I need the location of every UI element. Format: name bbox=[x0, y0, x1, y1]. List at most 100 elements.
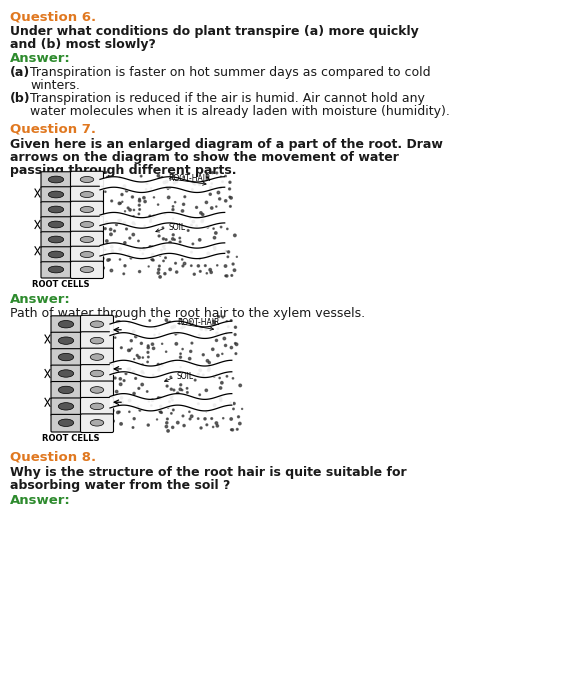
Point bbox=[121, 368, 130, 379]
Point bbox=[154, 359, 163, 370]
Point bbox=[137, 338, 146, 349]
Point bbox=[139, 368, 148, 379]
Point bbox=[185, 407, 194, 418]
Point bbox=[160, 177, 169, 188]
Point bbox=[115, 173, 124, 184]
FancyBboxPatch shape bbox=[41, 187, 71, 203]
Point bbox=[224, 321, 233, 332]
Point bbox=[180, 258, 189, 269]
Point bbox=[135, 204, 144, 215]
Point bbox=[156, 401, 165, 412]
Point bbox=[209, 316, 218, 327]
Point bbox=[212, 369, 221, 380]
Point bbox=[194, 413, 203, 424]
Point bbox=[150, 329, 159, 340]
Point bbox=[191, 178, 200, 189]
Point bbox=[132, 331, 140, 342]
Point bbox=[154, 170, 163, 181]
Point bbox=[195, 389, 204, 400]
Point bbox=[197, 207, 206, 218]
Point bbox=[117, 189, 126, 200]
Point bbox=[167, 384, 176, 395]
Point bbox=[162, 418, 171, 429]
Point bbox=[111, 395, 120, 407]
Ellipse shape bbox=[48, 191, 64, 198]
Point bbox=[232, 339, 241, 350]
Point bbox=[149, 369, 158, 380]
Point bbox=[98, 263, 107, 274]
Point bbox=[106, 224, 115, 235]
Ellipse shape bbox=[90, 403, 104, 410]
Point bbox=[116, 254, 125, 265]
Text: Path of water through the root hair to the xylem vessels.: Path of water through the root hair to t… bbox=[10, 307, 365, 320]
Point bbox=[146, 216, 155, 227]
Point bbox=[235, 418, 244, 429]
Point bbox=[162, 421, 171, 432]
Point bbox=[143, 178, 152, 189]
Point bbox=[196, 322, 205, 333]
Point bbox=[138, 367, 147, 378]
Point bbox=[164, 317, 173, 328]
Point bbox=[152, 414, 161, 425]
Point bbox=[125, 205, 134, 216]
Point bbox=[139, 192, 148, 203]
Point bbox=[210, 318, 219, 329]
Point bbox=[98, 253, 107, 264]
Point bbox=[219, 413, 228, 424]
Ellipse shape bbox=[48, 236, 64, 243]
Point bbox=[172, 176, 181, 187]
Point bbox=[176, 384, 185, 395]
FancyBboxPatch shape bbox=[70, 246, 103, 263]
Point bbox=[122, 223, 131, 234]
Point bbox=[221, 340, 230, 351]
Point bbox=[178, 344, 187, 355]
Point bbox=[143, 347, 152, 358]
Point bbox=[114, 215, 123, 226]
Point bbox=[178, 322, 187, 333]
Point bbox=[138, 359, 147, 370]
Point bbox=[125, 318, 134, 329]
Point bbox=[167, 322, 176, 333]
Point bbox=[124, 249, 133, 260]
Point bbox=[130, 353, 139, 364]
Point bbox=[148, 339, 157, 350]
FancyBboxPatch shape bbox=[41, 262, 71, 278]
Point bbox=[129, 422, 138, 433]
Point bbox=[187, 247, 196, 258]
Point bbox=[164, 425, 173, 436]
Point bbox=[140, 220, 149, 232]
Point bbox=[162, 234, 171, 245]
Point bbox=[225, 183, 234, 194]
Point bbox=[120, 260, 129, 271]
Point bbox=[169, 404, 178, 415]
Point bbox=[108, 245, 117, 256]
Point bbox=[194, 329, 203, 340]
Point bbox=[199, 349, 208, 360]
Point bbox=[189, 178, 198, 189]
Point bbox=[144, 340, 153, 351]
Text: (a): (a) bbox=[10, 66, 30, 79]
Point bbox=[112, 386, 121, 397]
Point bbox=[198, 216, 207, 227]
Point bbox=[154, 267, 163, 278]
Point bbox=[213, 260, 222, 271]
Point bbox=[187, 260, 196, 271]
Ellipse shape bbox=[90, 387, 104, 393]
Point bbox=[134, 209, 143, 220]
Point bbox=[225, 177, 234, 188]
Point bbox=[235, 380, 244, 391]
Ellipse shape bbox=[48, 266, 64, 273]
Point bbox=[169, 169, 178, 181]
Ellipse shape bbox=[58, 387, 74, 393]
Point bbox=[223, 371, 232, 382]
Point bbox=[190, 269, 199, 280]
Ellipse shape bbox=[80, 221, 94, 227]
Point bbox=[124, 344, 133, 356]
Text: SOIL: SOIL bbox=[177, 373, 194, 382]
Point bbox=[124, 203, 133, 214]
Point bbox=[173, 417, 182, 428]
Point bbox=[187, 220, 196, 231]
Point bbox=[169, 229, 178, 240]
Point bbox=[210, 244, 219, 255]
FancyBboxPatch shape bbox=[70, 232, 103, 249]
